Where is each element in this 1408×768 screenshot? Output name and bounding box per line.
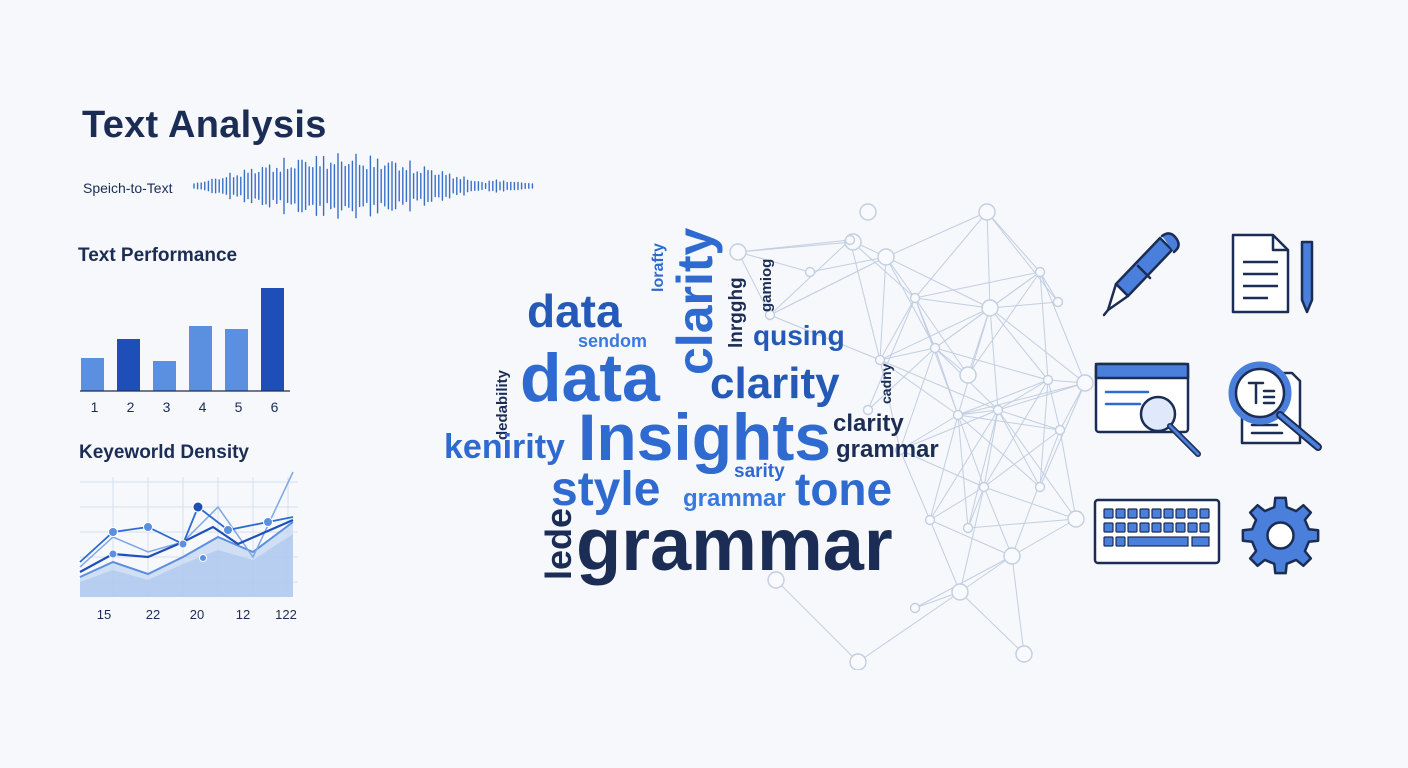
page-title: Text Analysis (82, 104, 327, 146)
word-clarity-3: clarity (833, 410, 904, 437)
bar-tick-2: 2 (127, 399, 135, 415)
pen-icon (1102, 232, 1180, 317)
bar-tick-6: 6 (271, 399, 279, 415)
performance-bar-chart: 1 2 3 4 5 6 (80, 288, 290, 415)
bar-3 (153, 361, 176, 391)
speech-to-text-label: Speich-to-Text (83, 180, 173, 196)
bar-6 (261, 288, 284, 391)
word-lede: lede (538, 507, 579, 580)
word-sarity: sarity (734, 461, 785, 482)
word-grammar-1: grammar (836, 436, 939, 463)
word-grammar-2: grammar (683, 485, 786, 512)
word-data-1: data (527, 285, 622, 337)
browser-search-icon (1094, 362, 1201, 457)
word-sendom: sendom (578, 331, 648, 351)
word-grammar-3: grammar (576, 503, 893, 586)
bar-tick-4: 4 (199, 399, 207, 415)
bar-tick-5: 5 (235, 399, 243, 415)
text-magnifier-icon (1228, 361, 1322, 451)
density-tick-3: 20 (189, 607, 205, 622)
bar-5 (225, 329, 248, 391)
word-clarity-2: clarity (710, 359, 840, 408)
word-insights: Insights (578, 400, 832, 474)
density-tick-4: 12 (235, 607, 251, 622)
word-kenirity: kenirity (444, 428, 565, 466)
word-gamiog: gamiog (758, 258, 775, 312)
performance-chart-title: Text Performance (78, 245, 238, 266)
bar-tick-1: 1 (91, 399, 99, 415)
word-lorafty: lorafty (650, 243, 667, 292)
word-qusing: qusing (753, 320, 845, 351)
keyword-density-chart (79, 471, 298, 597)
network-graph (729, 203, 1094, 670)
bar-4 (189, 326, 212, 391)
bar-1 (81, 358, 104, 391)
audio-waveform (193, 153, 534, 219)
bar-2 (117, 339, 140, 391)
density-chart-title: Keyeworld Density (79, 442, 249, 463)
word-cadny: cadny (878, 363, 894, 404)
document-edit-icon (1231, 233, 1314, 314)
word-style: style (551, 463, 661, 516)
word-data-2: data (520, 340, 660, 416)
word-clarity-vertical: clarity (667, 227, 723, 375)
keyboard-icon (1093, 498, 1221, 565)
gear-icon (1241, 496, 1320, 575)
word-lnrgghg: lnrgghg (726, 277, 747, 348)
word-tone: tone (795, 463, 893, 515)
density-tick-2: 22 (145, 607, 161, 622)
density-tick-5: 122 (275, 607, 297, 622)
density-tick-1: 15 (96, 607, 112, 622)
bar-tick-3: 3 (163, 399, 171, 415)
